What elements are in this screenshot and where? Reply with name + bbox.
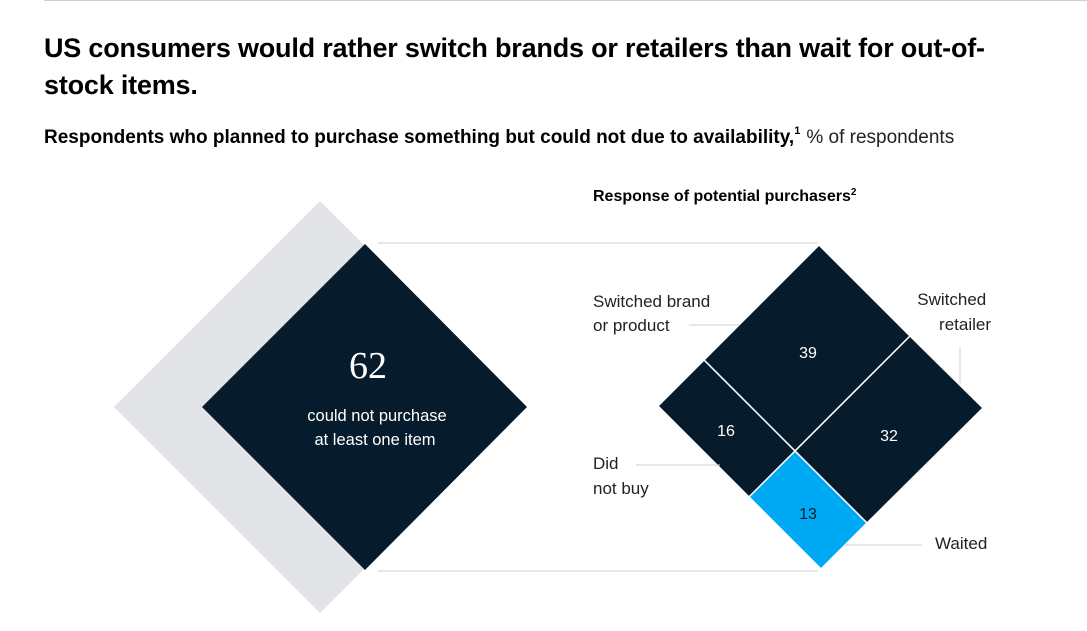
label-switched-retailer-line-1: Switched bbox=[917, 290, 986, 309]
value-switched-brand: 39 bbox=[799, 345, 817, 362]
value-waited: 13 bbox=[799, 506, 817, 523]
value-switched-retailer: 32 bbox=[880, 428, 898, 445]
segment-waited bbox=[747, 449, 869, 571]
label-switched-brand: Switched brand or product bbox=[593, 292, 715, 335]
label-switched-brand-line-2: or product bbox=[593, 316, 670, 335]
total-caption-line-2: at least one item bbox=[314, 431, 435, 449]
subtitle-footnote: 1 bbox=[794, 125, 801, 137]
breakdown-title-text: Response of potential purchasers bbox=[593, 188, 851, 205]
label-switched-brand-line-1: Switched brand bbox=[593, 292, 710, 311]
chart-title: US consumers would rather switch brands … bbox=[44, 33, 985, 100]
breakdown-title-footnote: 2 bbox=[851, 187, 857, 198]
total-value-diamond bbox=[202, 244, 527, 570]
total-value-label: 62 bbox=[349, 345, 387, 387]
total-caption-line-1: could not purchase bbox=[307, 407, 446, 425]
chart-subtitle: Respondents who planned to purchase some… bbox=[44, 125, 955, 149]
value-did-not-buy: 16 bbox=[717, 423, 735, 440]
breakdown-title: Response of potential purchasers2 bbox=[593, 187, 857, 205]
breakdown-diamond bbox=[656, 243, 985, 571]
label-did-not-buy: Did not buy bbox=[593, 454, 649, 498]
top-rule bbox=[44, 0, 1087, 1]
label-waited-line-1: Waited bbox=[935, 534, 987, 553]
subtitle-unit: % of respondents bbox=[806, 127, 955, 148]
label-waited: Waited bbox=[935, 534, 987, 553]
label-did-not-buy-line-2: not buy bbox=[593, 479, 649, 498]
label-switched-retailer-line-2: retailer bbox=[939, 315, 991, 334]
subtitle-text: Respondents who planned to purchase some… bbox=[44, 127, 795, 148]
label-switched-retailer: Switched retailer bbox=[917, 290, 991, 334]
label-did-not-buy-line-1: Did bbox=[593, 454, 619, 473]
